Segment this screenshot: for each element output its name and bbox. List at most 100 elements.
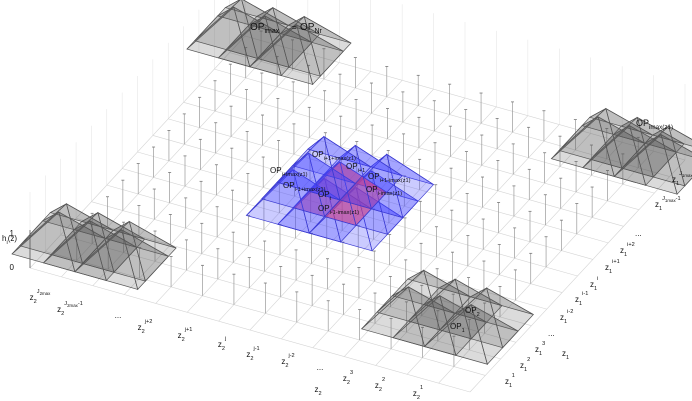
sub: i+1-imax(z1) xyxy=(380,178,411,184)
sup: 1 xyxy=(420,385,423,391)
base: z xyxy=(30,293,34,302)
base: z xyxy=(375,381,379,390)
sub: i xyxy=(330,196,331,202)
label: OPimax xyxy=(250,22,280,35)
base: z xyxy=(590,280,594,289)
sup-sub: 2max xyxy=(40,291,52,296)
sub: i xyxy=(6,240,7,246)
base: z xyxy=(620,246,624,255)
label: z22 xyxy=(375,377,385,393)
base: z xyxy=(655,200,659,209)
sub: 1 xyxy=(624,252,627,258)
pyramid-face xyxy=(486,287,534,349)
sup: J xyxy=(679,171,682,177)
pyramid-face xyxy=(605,107,654,169)
sub: i-1+imax(z1) xyxy=(295,187,326,193)
sup: j-2 xyxy=(287,353,294,359)
sup-sub: 2max xyxy=(67,303,79,308)
base: z xyxy=(413,389,417,398)
sup: i xyxy=(597,276,598,282)
label: OPimax(z1) xyxy=(636,118,673,131)
base: z xyxy=(520,361,524,370)
base: OP xyxy=(636,118,649,128)
pyramid-face xyxy=(454,278,503,340)
base: h xyxy=(2,234,6,243)
pyramid-face xyxy=(241,0,289,60)
sub: 1 xyxy=(564,319,567,325)
sub: 2 xyxy=(142,329,145,335)
pyramid-face xyxy=(323,135,372,201)
pyramid-face xyxy=(97,211,146,273)
label: OP2 xyxy=(465,306,480,318)
sup: 2 xyxy=(382,377,385,383)
base: OP xyxy=(250,22,265,33)
base: OP xyxy=(346,162,358,171)
sub: 2 xyxy=(477,312,480,318)
pyramid-face xyxy=(354,144,403,210)
label: = xyxy=(292,23,297,32)
sup: j xyxy=(224,336,226,342)
grid-line xyxy=(92,53,309,286)
sub: 1 xyxy=(509,383,512,389)
label: z23 xyxy=(343,370,353,386)
sup: j+1 xyxy=(184,327,193,333)
h-tick-label: 1 xyxy=(10,229,15,238)
base: z xyxy=(575,295,579,304)
label: z1i+2 xyxy=(620,242,635,258)
base: z xyxy=(138,323,142,332)
base: z xyxy=(246,350,250,359)
label: ... xyxy=(548,329,555,338)
sup: J xyxy=(662,196,665,202)
label: OPi-imax(z1) xyxy=(366,185,402,197)
base: OP xyxy=(283,181,295,190)
label: z2J2max xyxy=(30,289,51,305)
grid-line xyxy=(244,35,686,161)
base: z xyxy=(281,357,285,366)
sub: 2 xyxy=(61,311,64,317)
sub: 1 xyxy=(659,206,662,212)
base: OP xyxy=(465,306,477,315)
label: z1i-1 xyxy=(575,291,588,307)
base: z xyxy=(178,331,182,340)
label: z1i xyxy=(590,276,598,292)
pyramid-face xyxy=(65,203,114,265)
label: hi(z) xyxy=(2,234,17,246)
label: z21 xyxy=(413,385,423,401)
label: OPi-1+imax(z1) xyxy=(283,181,326,193)
sub: 1 xyxy=(524,367,527,373)
base: OP xyxy=(366,185,378,194)
label: z2 j xyxy=(218,336,226,352)
label: OPi+1-imax(z1) xyxy=(368,172,411,184)
label: z1i-2 xyxy=(560,309,573,325)
base: OP xyxy=(312,150,324,159)
label: ... xyxy=(635,229,642,238)
label: z1 xyxy=(562,349,569,361)
sup: i-2 xyxy=(567,309,573,315)
base: OP xyxy=(450,322,462,331)
sub: 2 xyxy=(182,337,185,343)
base: ... xyxy=(115,311,122,320)
grid-line xyxy=(29,35,246,269)
sub: 2 xyxy=(347,380,350,386)
base: z xyxy=(218,340,222,349)
base: OP xyxy=(318,190,330,199)
sub: 1 xyxy=(462,328,465,334)
label: z13 xyxy=(535,341,545,357)
base: ... xyxy=(548,329,555,338)
sup: 3 xyxy=(542,341,545,347)
sub: i+imax(z1) xyxy=(282,172,308,178)
sub: 2 xyxy=(34,299,37,305)
sup: j+2 xyxy=(144,319,153,325)
label: z2 j-2 xyxy=(281,353,294,369)
sub: i+1 xyxy=(358,168,366,174)
sub: 1 xyxy=(609,269,612,275)
label: OP1 xyxy=(450,322,465,334)
sub: 1 xyxy=(579,301,582,307)
sub: 2 xyxy=(379,387,382,393)
label: OPi+imax(z1) xyxy=(270,166,308,178)
label: OPNr xyxy=(300,22,323,35)
sup: 2 xyxy=(527,357,530,363)
base: z xyxy=(505,377,509,386)
pyramid-face xyxy=(423,269,472,331)
label: OPi xyxy=(318,190,331,202)
